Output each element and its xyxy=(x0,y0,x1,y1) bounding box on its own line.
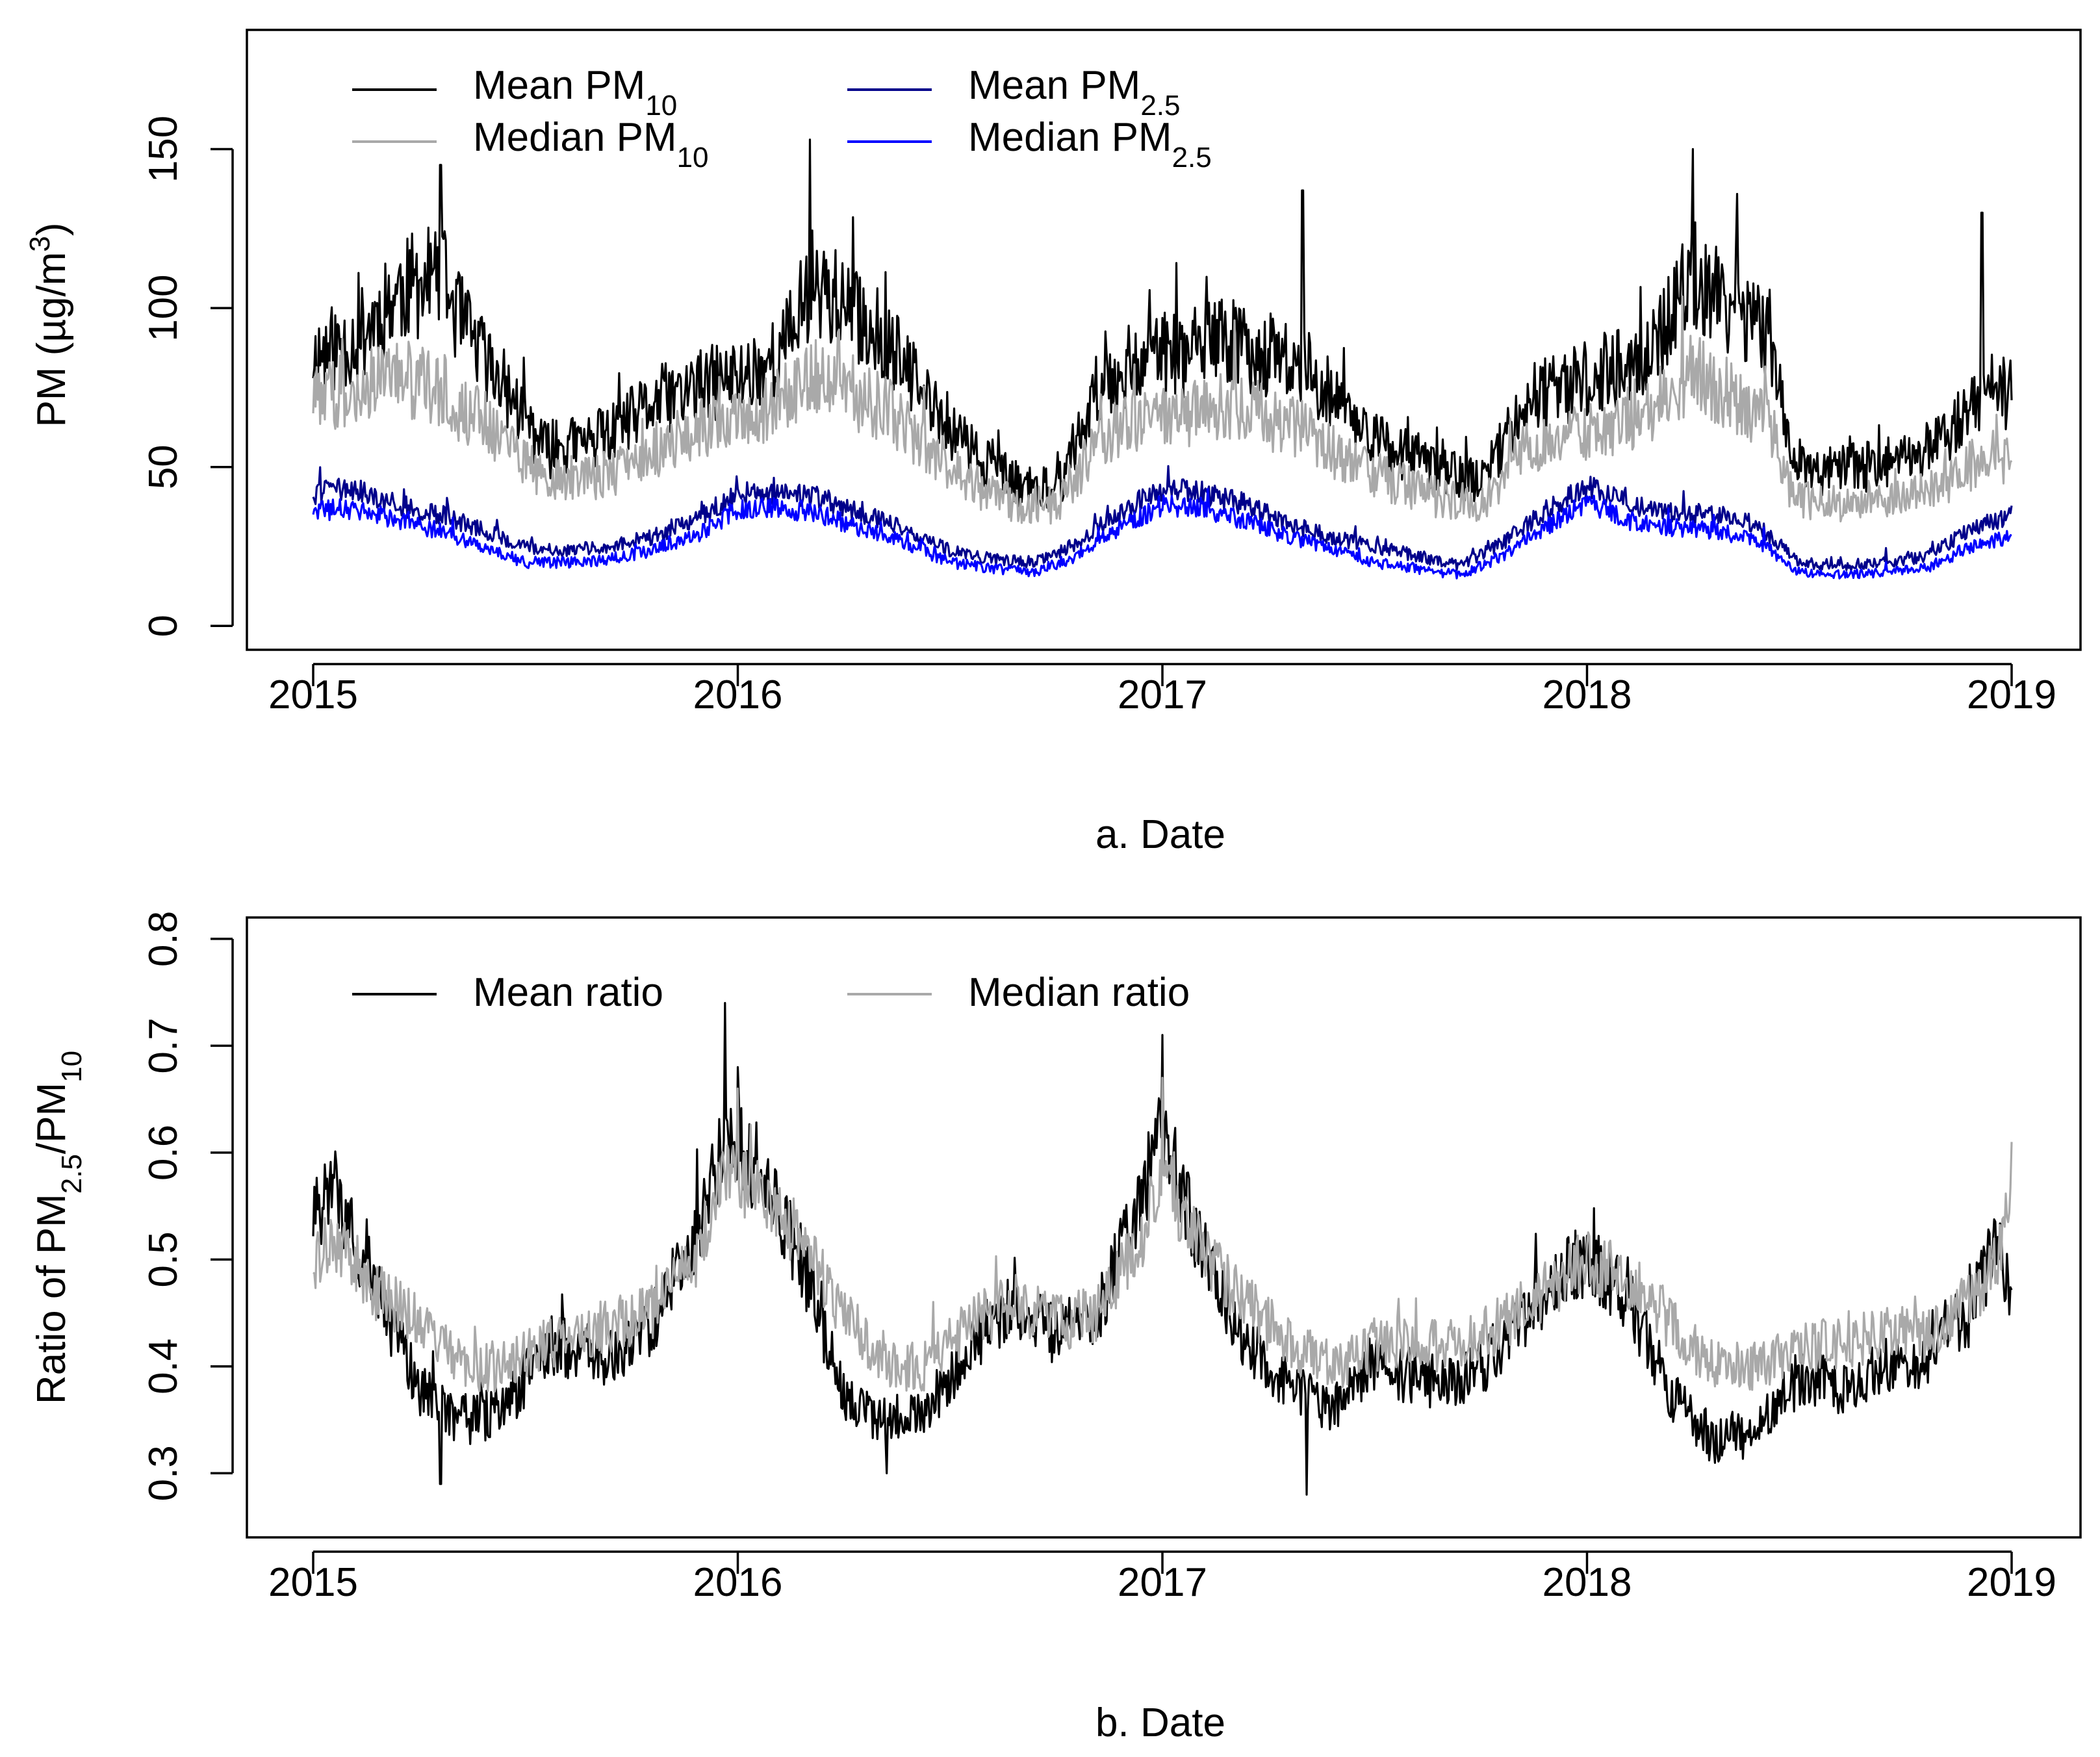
y-tick-label: 50 xyxy=(141,444,186,489)
legend-item-median-pm25: Median PM2.5 xyxy=(847,115,1212,173)
y-tick-label: 150 xyxy=(141,116,186,183)
y-tick-label: 0.8 xyxy=(141,911,186,967)
y-tick-label: 0.4 xyxy=(141,1339,186,1394)
legend-label-median-pm25: Median PM2.5 xyxy=(968,115,1212,173)
panel-a-series xyxy=(312,138,2013,580)
panel-a-frame xyxy=(246,29,2082,651)
legend-item-mean-pm10: Mean PM10 xyxy=(352,63,677,122)
legend-label-median-ratio: Median ratio xyxy=(968,970,1190,1015)
panel-b-series xyxy=(312,1002,2013,1496)
series-line-mean-pm10 xyxy=(312,138,2013,509)
panel-b-legend: Mean ratio Median ratio xyxy=(352,970,1190,1015)
panel-a-x-axis: 2015 2016 2017 2018 2019 xyxy=(268,663,2056,717)
series-line-median-pm25 xyxy=(312,487,2012,580)
x-tick-label: 2019 xyxy=(1967,1560,2056,1605)
panel-b-x-axis-title: b. Date xyxy=(1095,1700,1225,1745)
x-tick-label: 2015 xyxy=(268,1560,358,1605)
x-tick-label: 2018 xyxy=(1543,1560,1632,1605)
y-tick-label: 0.6 xyxy=(141,1125,186,1181)
panel-b-x-axis: 2015 2016 2017 2018 2019 xyxy=(268,1550,2056,1605)
y-tick-label: 0 xyxy=(141,615,186,637)
y-tick-label: 0.5 xyxy=(141,1231,186,1287)
legend-item-median-pm10: Median PM10 xyxy=(352,115,709,173)
legend-item-median-ratio: Median ratio xyxy=(847,970,1190,1015)
x-tick-label: 2018 xyxy=(1543,673,1632,717)
panel-a-x-axis-title: a. Date xyxy=(1095,812,1225,857)
series-line-median-pm10 xyxy=(312,295,2013,525)
legend-item-mean-pm25: Mean PM2.5 xyxy=(847,63,1181,122)
panel-b: 2015 2016 2017 2018 2019 0.30.40.50.60.70.8 … xyxy=(29,911,2082,1745)
legend-label-mean-ratio: Mean ratio xyxy=(473,970,663,1015)
x-tick-label: 2015 xyxy=(268,673,358,717)
x-tick-label: 2017 xyxy=(1118,673,1207,717)
x-tick-label: 2016 xyxy=(693,673,783,717)
legend-label-median-pm10: Median PM10 xyxy=(473,115,709,173)
panel-a-legend: Mean PM10 Median PM10 Mean PM2.5 Median … xyxy=(352,63,1212,173)
panel-a-y-axis-title: PM (µg/m3) xyxy=(24,222,75,427)
y-tick-label: 0.3 xyxy=(141,1445,186,1501)
panel-b-y-axis: 0.3 0.4 0.5 0.6 0.7 0.8 xyxy=(141,911,234,1501)
x-tick-label: 2019 xyxy=(1967,673,2056,717)
legend-label-mean-pm25: Mean PM2.5 xyxy=(968,63,1181,122)
y-tick-label: 100 xyxy=(141,274,186,341)
y-tick-label: 0.7 xyxy=(141,1018,186,1073)
panel-a: 2015 2016 2017 2018 2019 0 50 100 150 a. Date P… xyxy=(24,29,2082,857)
series-line-median-ratio xyxy=(313,1077,2013,1393)
x-tick-label: 2016 xyxy=(693,1560,783,1605)
panel-b-y-axis-title: Ratio of PM2.5/PM10 xyxy=(29,1051,88,1404)
x-tick-label: 2017 xyxy=(1118,1560,1207,1605)
legend-item-mean-ratio: Mean ratio xyxy=(352,970,663,1015)
panel-a-y-axis: 0 50 100 150 xyxy=(141,116,234,637)
legend-label-mean-pm10: Mean PM10 xyxy=(473,63,677,122)
panel-b-frame xyxy=(246,916,2082,1539)
